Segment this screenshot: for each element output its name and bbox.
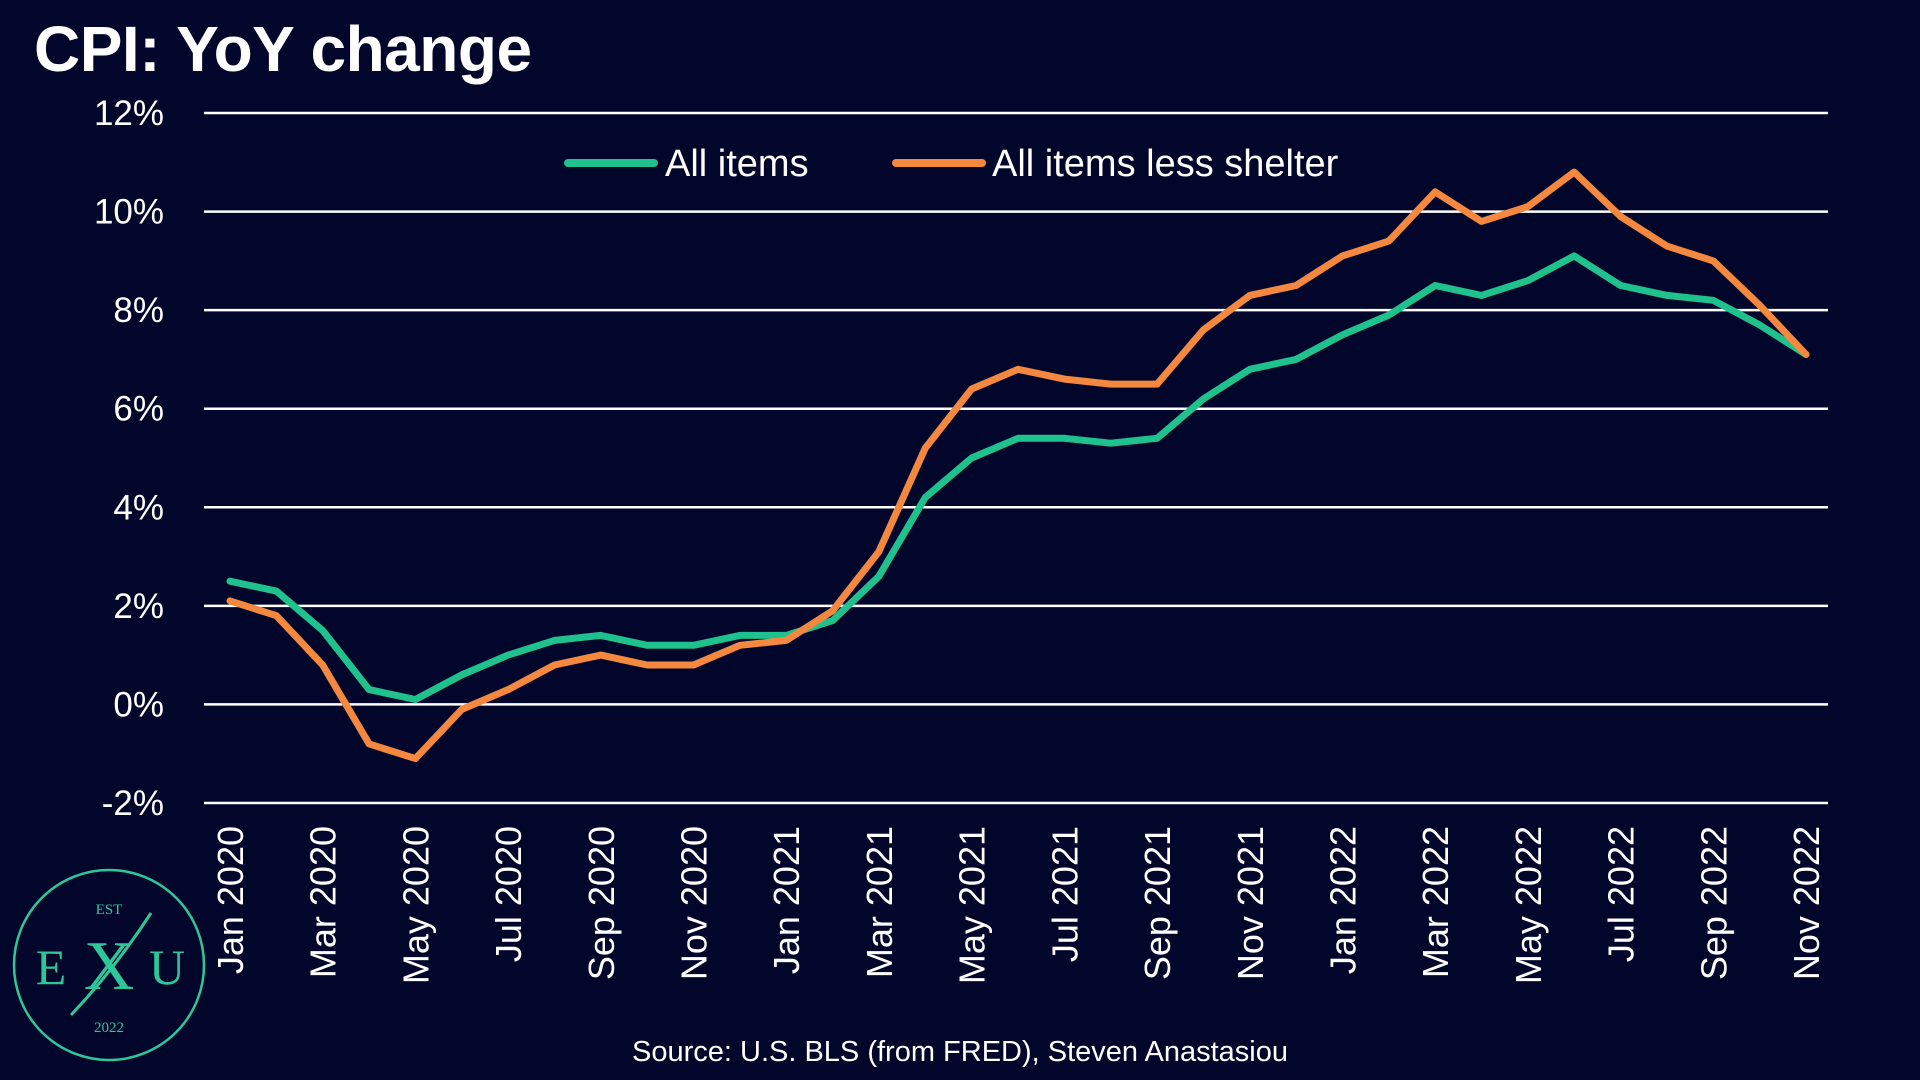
y-tick-label: 4% (113, 488, 164, 527)
series-line-all-items (226, 252, 1810, 703)
x-tick-label: Jan 2021 (766, 826, 807, 974)
series-line-all-items-less-shelter (226, 168, 1810, 763)
y-axis-ticks: -2% 0% 2% 4% 6% 8% 10% 12% (94, 94, 164, 823)
legend-label: All items less shelter (992, 143, 1339, 185)
logo-est-text: EST (96, 902, 123, 918)
x-tick-label: Mar 2021 (859, 826, 900, 978)
x-tick-label: Jan 2022 (1322, 826, 1363, 974)
x-tick-label: Nov 2020 (674, 826, 715, 980)
y-tick-label: 6% (113, 390, 164, 429)
x-tick-label: Mar 2022 (1415, 826, 1456, 978)
logo-ring (12, 868, 206, 1062)
x-tick-label: Jul 2022 (1601, 826, 1642, 962)
gridlines (204, 111, 1828, 805)
y-tick-label: 2% (113, 587, 164, 626)
y-tick-label: 8% (113, 291, 164, 330)
exu-logo: EST E X U 2022 (12, 868, 206, 1062)
source-note: Source: U.S. BLS (from FRED), Steven Ana… (632, 1036, 1288, 1068)
logo-left-letter: E (36, 939, 67, 995)
logo-year-text: 2022 (94, 1020, 124, 1036)
logo-right-letter: U (149, 939, 185, 995)
x-tick-label: Sep 2020 (581, 826, 622, 980)
logo-swoosh (69, 912, 153, 1017)
x-tick-label: May 2020 (395, 826, 436, 984)
x-tick-label: Sep 2022 (1693, 826, 1734, 980)
chart-title: CPI: YoY change (34, 13, 532, 85)
y-tick-label: 10% (94, 193, 164, 232)
x-tick-label: Sep 2021 (1137, 826, 1178, 980)
y-tick-label: 0% (113, 685, 164, 724)
x-tick-label: Nov 2022 (1786, 826, 1827, 980)
x-tick-label: Jan 2020 (210, 826, 251, 974)
x-tick-label: Mar 2020 (303, 826, 344, 978)
legend: All items All items less shelter (564, 143, 1339, 185)
y-tick-label: 12% (94, 94, 164, 133)
x-tick-label: Jul 2020 (488, 826, 529, 962)
y-tick-label: -2% (102, 784, 164, 823)
x-tick-label: May 2022 (1508, 826, 1549, 984)
series-lines (226, 168, 1810, 763)
legend-label: All items (665, 143, 809, 185)
x-tick-label: May 2021 (952, 826, 993, 984)
x-axis-ticks: Jan 2020 Mar 2020 May 2020 Jul 2020 Sep 2020… (210, 826, 1827, 984)
x-tick-label: Jul 2021 (1044, 826, 1085, 962)
x-tick-label: Nov 2021 (1230, 826, 1271, 980)
